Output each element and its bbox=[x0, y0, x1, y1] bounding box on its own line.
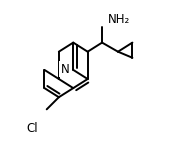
Text: NH₂: NH₂ bbox=[108, 13, 130, 26]
Text: Cl: Cl bbox=[26, 122, 38, 135]
Text: N: N bbox=[60, 63, 69, 76]
